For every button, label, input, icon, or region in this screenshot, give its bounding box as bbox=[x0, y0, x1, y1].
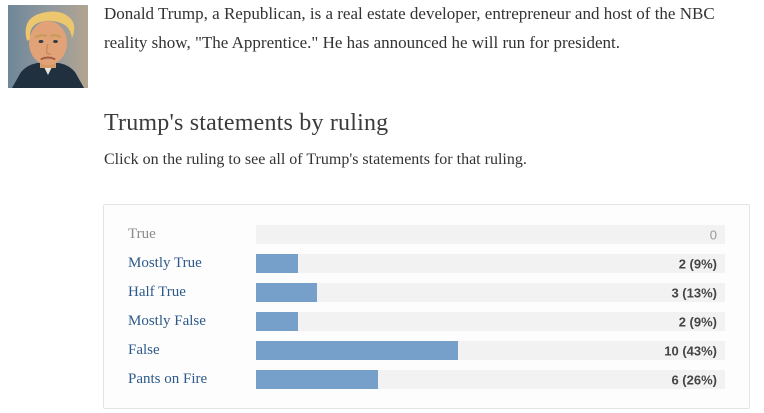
chart-row-mostly-false: Mostly False 2 (9%) bbox=[128, 312, 725, 331]
bar-track-pants-on-fire: 6 (26%) bbox=[256, 370, 725, 389]
chart-rows: True 0 Mostly True 2 (9%) Half True 3 (13%) Mo… bbox=[128, 225, 725, 389]
bar-track-half-true: 3 (13%) bbox=[256, 283, 725, 302]
bar-value-mostly-false: 2 (9%) bbox=[678, 314, 717, 329]
rulings-chart: True 0 Mostly True 2 (9%) Half True 3 (13%) Mo… bbox=[103, 204, 750, 409]
chart-row-pants-on-fire: Pants on Fire 6 (26%) bbox=[128, 370, 725, 389]
bar-pants-on-fire bbox=[256, 370, 378, 389]
chart-row-false: False 10 (43%) bbox=[128, 341, 725, 360]
chart-row-half-true: Half True 3 (13%) bbox=[128, 283, 725, 302]
bar-track-mostly-true: 2 (9%) bbox=[256, 254, 725, 273]
ruling-link-pants-on-fire[interactable]: Pants on Fire bbox=[128, 371, 208, 387]
ruling-link-true: True bbox=[128, 226, 156, 242]
bar-value-half-true: 3 (13%) bbox=[671, 285, 717, 300]
bio-text: Donald Trump, a Republican, is a real es… bbox=[104, 4, 715, 52]
trump-photo bbox=[8, 5, 88, 88]
bar-mostly-true bbox=[256, 254, 299, 273]
chart-row-true: True 0 bbox=[128, 225, 725, 244]
ruling-link-mostly-true[interactable]: Mostly True bbox=[128, 255, 202, 271]
bar-track-true: 0 bbox=[256, 225, 725, 244]
bar-track-false: 10 (43%) bbox=[256, 341, 725, 360]
section-subtitle: Click on the ruling to see all of Trump'… bbox=[104, 151, 527, 168]
bar-track-mostly-false: 2 (9%) bbox=[256, 312, 725, 331]
bar-half-true bbox=[256, 283, 317, 302]
chart-row-mostly-true: Mostly True 2 (9%) bbox=[128, 254, 725, 273]
ruling-link-mostly-false[interactable]: Mostly False bbox=[128, 313, 206, 329]
bar-value-true: 0 bbox=[709, 227, 717, 242]
bar-mostly-false bbox=[256, 312, 299, 331]
ruling-link-false[interactable]: False bbox=[128, 342, 160, 358]
trump-portrait-graphic bbox=[8, 5, 88, 88]
bar-false bbox=[256, 341, 458, 360]
bar-value-false: 10 (43%) bbox=[664, 343, 717, 358]
bar-value-mostly-true: 2 (9%) bbox=[678, 256, 717, 271]
bar-value-pants-on-fire: 6 (26%) bbox=[671, 372, 717, 387]
ruling-link-half-true[interactable]: Half True bbox=[128, 284, 186, 300]
page-title: Trump's statements by ruling bbox=[104, 110, 389, 136]
